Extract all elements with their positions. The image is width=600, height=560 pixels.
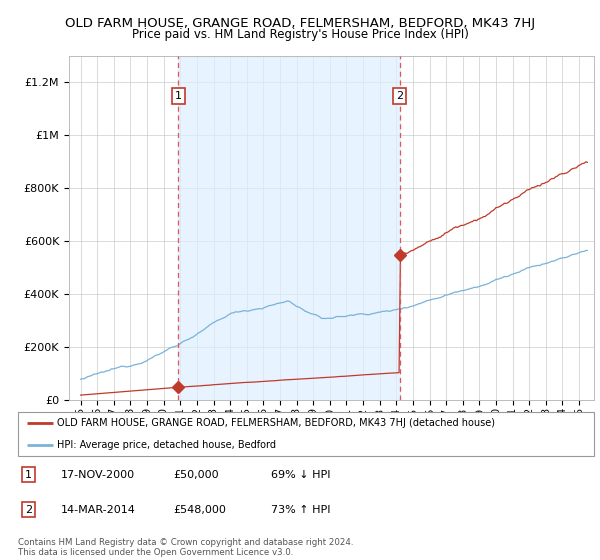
Text: Contains HM Land Registry data © Crown copyright and database right 2024.
This d: Contains HM Land Registry data © Crown c… [18,538,353,557]
Text: 2: 2 [396,91,403,101]
Text: OLD FARM HOUSE, GRANGE ROAD, FELMERSHAM, BEDFORD, MK43 7HJ (detached house): OLD FARM HOUSE, GRANGE ROAD, FELMERSHAM,… [57,418,495,428]
Text: 17-NOV-2000: 17-NOV-2000 [61,470,136,479]
Text: 73% ↑ HPI: 73% ↑ HPI [271,505,331,515]
Text: £548,000: £548,000 [173,505,226,515]
Text: 14-MAR-2014: 14-MAR-2014 [61,505,136,515]
Text: 1: 1 [175,91,182,101]
Text: Price paid vs. HM Land Registry's House Price Index (HPI): Price paid vs. HM Land Registry's House … [131,28,469,41]
Text: HPI: Average price, detached house, Bedford: HPI: Average price, detached house, Bedf… [57,440,276,450]
Text: 69% ↓ HPI: 69% ↓ HPI [271,470,331,479]
FancyBboxPatch shape [18,412,594,456]
Text: 1: 1 [25,470,32,479]
Bar [178,56,400,400]
Text: £50,000: £50,000 [173,470,219,479]
Text: 2: 2 [25,505,32,515]
Text: OLD FARM HOUSE, GRANGE ROAD, FELMERSHAM, BEDFORD, MK43 7HJ: OLD FARM HOUSE, GRANGE ROAD, FELMERSHAM,… [65,17,535,30]
